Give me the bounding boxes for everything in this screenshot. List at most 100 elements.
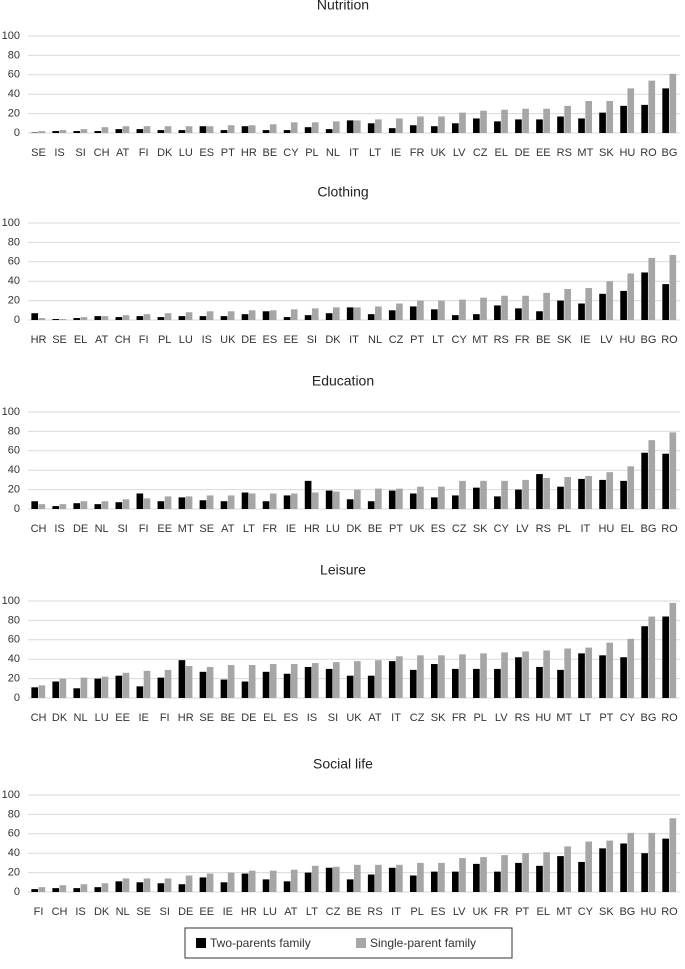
bar: [459, 858, 466, 892]
x-tick-label: EE: [536, 147, 551, 159]
bar: [206, 126, 214, 133]
x-tick-label: FI: [34, 906, 44, 918]
bar: [73, 318, 81, 320]
bar: [501, 109, 508, 133]
x-tick-label: CH: [115, 334, 131, 346]
bar: [430, 309, 438, 320]
bar: [80, 884, 88, 892]
bar: [59, 130, 67, 133]
bar: [31, 889, 39, 892]
bar: [220, 679, 228, 698]
y-tick-label: 80: [8, 425, 20, 437]
bar: [452, 315, 459, 320]
bar: [248, 665, 256, 698]
x-tick-label: NL: [368, 334, 382, 346]
x-tick-label: RO: [661, 334, 678, 346]
bar: [157, 677, 165, 698]
bar: [627, 832, 635, 892]
bar: [388, 490, 396, 509]
bar: [396, 864, 403, 892]
bar: [354, 864, 361, 892]
bar: [599, 112, 606, 133]
bar: [325, 668, 333, 698]
y-tick-label: 20: [8, 484, 20, 496]
x-tick-label: CH: [94, 147, 110, 159]
bar: [599, 848, 606, 892]
bar: [136, 686, 144, 698]
x-tick-label: BE: [368, 523, 383, 535]
bar: [73, 503, 81, 509]
x-tick-label: NL: [95, 523, 109, 535]
bar: [354, 307, 361, 320]
y-tick-label: 40: [8, 464, 20, 476]
x-tick-label: EE: [115, 712, 130, 724]
bar: [38, 504, 46, 509]
bar: [101, 676, 109, 698]
y-tick-label: 0: [14, 886, 20, 898]
x-tick-label: FI: [139, 523, 149, 535]
bar: [430, 664, 438, 698]
bar: [122, 878, 130, 892]
x-tick-label: DE: [241, 334, 256, 346]
bar: [94, 887, 102, 892]
x-tick-label: IT: [349, 147, 359, 159]
bar: [94, 316, 102, 320]
bar: [599, 479, 606, 509]
bar: [473, 118, 480, 133]
x-tick-label: BE: [263, 147, 278, 159]
bar: [304, 872, 312, 892]
bar: [157, 317, 165, 320]
bar: [262, 311, 270, 320]
bar: [290, 309, 298, 320]
bar: [101, 316, 109, 320]
bar: [354, 489, 361, 509]
x-tick-label: UK: [430, 147, 446, 159]
x-tick-label: IT: [391, 906, 401, 918]
x-tick-label: DK: [346, 523, 362, 535]
bar: [367, 314, 375, 320]
x-tick-label: LV: [495, 712, 508, 724]
bar: [459, 112, 466, 133]
bar: [269, 870, 277, 892]
x-tick-label: SI: [328, 712, 338, 724]
x-tick-label: EE: [284, 334, 299, 346]
bar: [304, 127, 312, 133]
y-tick-label: 100: [2, 406, 20, 418]
x-tick-label: CZ: [473, 147, 488, 159]
bar: [627, 466, 635, 509]
x-tick-label: PT: [515, 906, 529, 918]
x-tick-label: CZ: [389, 334, 404, 346]
bar: [606, 100, 614, 133]
bar: [367, 874, 375, 892]
bar: [143, 126, 151, 133]
bar: [543, 650, 550, 698]
bar: [115, 881, 123, 892]
bar: [662, 616, 669, 698]
x-tick-label: DK: [325, 334, 341, 346]
x-tick-label: IS: [307, 712, 317, 724]
bar: [452, 668, 459, 698]
bar: [438, 300, 445, 320]
x-tick-label: PL: [305, 147, 318, 159]
y-tick-label: 40: [8, 653, 20, 665]
bar: [136, 316, 144, 320]
bar: [501, 480, 508, 509]
x-tick-label: HR: [241, 147, 257, 159]
bar: [480, 857, 487, 892]
bar: [311, 492, 319, 509]
bar: [480, 653, 487, 698]
x-tick-label: SE: [52, 334, 67, 346]
bar: [515, 657, 522, 698]
y-tick-label: 60: [8, 828, 20, 840]
x-tick-label: DK: [52, 712, 68, 724]
legend-swatch: [196, 938, 206, 948]
y-tick-label: 100: [2, 595, 20, 607]
bar: [557, 300, 564, 320]
bar: [578, 303, 585, 320]
bar: [620, 843, 627, 892]
x-tick-label: IS: [54, 147, 64, 159]
x-tick-label: AT: [368, 712, 382, 724]
bar: [501, 295, 508, 320]
bar: [269, 664, 277, 698]
bar: [536, 865, 543, 892]
